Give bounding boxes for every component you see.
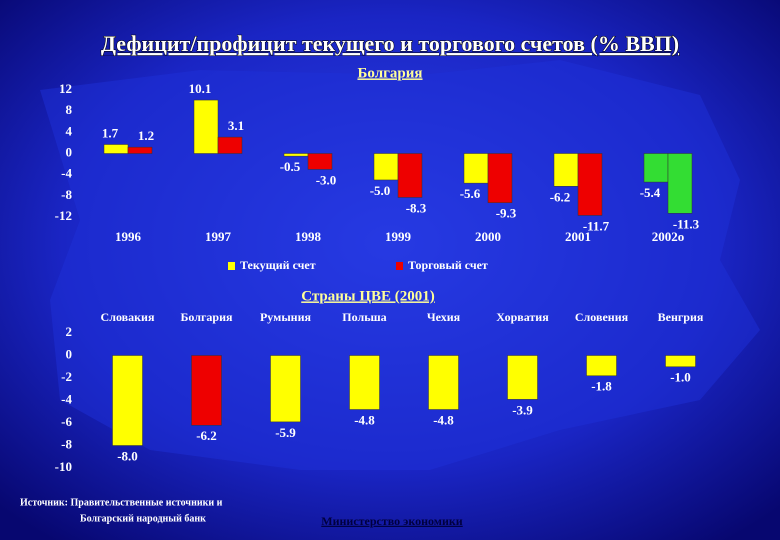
slide-title: Дефицит/профицит текущего и торгового сч… bbox=[101, 31, 679, 56]
bar bbox=[428, 355, 459, 410]
x-tick-label: 1999 bbox=[385, 229, 412, 244]
value-label: -5.0 bbox=[370, 183, 391, 198]
bar bbox=[112, 355, 143, 446]
y-tick-label: -4 bbox=[61, 166, 72, 181]
bar bbox=[373, 153, 399, 181]
bar bbox=[667, 153, 693, 214]
ministry: Министерство экономики bbox=[321, 514, 463, 528]
bar bbox=[665, 355, 696, 367]
bar bbox=[349, 355, 380, 410]
value-label: 1.2 bbox=[138, 128, 154, 143]
value-label: -5.4 bbox=[640, 185, 661, 200]
bar bbox=[586, 355, 617, 376]
bar bbox=[217, 136, 243, 154]
x-tick-label: Чехия bbox=[427, 310, 461, 324]
legend-label: Торговый счет bbox=[408, 258, 488, 272]
value-label: -6.2 bbox=[196, 428, 217, 443]
value-label: -8.3 bbox=[406, 200, 427, 215]
y-tick-label: 2 bbox=[66, 324, 73, 339]
bar bbox=[127, 146, 153, 154]
value-label: -4.8 bbox=[433, 412, 454, 427]
y-tick-label: 0 bbox=[66, 144, 73, 159]
source-line: Болгарский народный банк bbox=[80, 513, 206, 524]
x-tick-label: Словакия bbox=[101, 310, 155, 324]
value-label: -3.9 bbox=[512, 402, 533, 417]
bar bbox=[270, 355, 301, 423]
x-tick-label: 1996 bbox=[115, 229, 142, 244]
bar bbox=[487, 153, 513, 203]
value-label: -1.8 bbox=[591, 379, 612, 394]
value-label: -11.7 bbox=[583, 218, 610, 233]
y-tick-label: 8 bbox=[66, 102, 73, 117]
value-label: 1.7 bbox=[102, 125, 119, 140]
y-tick-label: 4 bbox=[66, 123, 73, 138]
value-label: 10.1 bbox=[189, 81, 212, 96]
y-tick-label: -4 bbox=[61, 391, 72, 406]
value-label: -6.2 bbox=[550, 189, 571, 204]
value-label: -8.0 bbox=[117, 448, 138, 463]
value-label: -5.9 bbox=[275, 425, 296, 440]
x-tick-label: Болгария bbox=[180, 310, 233, 324]
bar bbox=[103, 144, 129, 154]
chart-title: Болгария bbox=[357, 65, 422, 81]
bar bbox=[507, 355, 538, 400]
source-line: Источник: Правительственные источники и bbox=[20, 497, 223, 508]
x-tick-label: 2002о bbox=[652, 229, 685, 244]
legend-swatch bbox=[396, 262, 403, 270]
bar bbox=[191, 355, 222, 426]
y-tick-label: -10 bbox=[55, 459, 72, 474]
y-tick-label: -8 bbox=[61, 187, 72, 202]
bar bbox=[553, 153, 579, 187]
value-label: -5.6 bbox=[460, 186, 481, 201]
chart-title: Страны ЦВЕ (2001) bbox=[301, 288, 435, 304]
legend-swatch bbox=[228, 262, 235, 270]
bar bbox=[307, 153, 333, 170]
value-label: -1.0 bbox=[670, 370, 691, 385]
bar bbox=[643, 153, 669, 183]
x-tick-label: Венгрия bbox=[658, 310, 704, 324]
bar bbox=[463, 153, 489, 184]
y-tick-label: 0 bbox=[66, 346, 73, 361]
bar bbox=[577, 153, 603, 216]
y-tick-label: -12 bbox=[55, 208, 72, 223]
legend-label: Текущий счет bbox=[240, 258, 316, 272]
value-label: -11.3 bbox=[673, 216, 700, 231]
x-tick-label: 1997 bbox=[205, 229, 232, 244]
x-tick-label: 2001 bbox=[565, 229, 591, 244]
value-label: -3.0 bbox=[316, 172, 337, 187]
value-label: -4.8 bbox=[354, 412, 375, 427]
x-tick-label: Румыния bbox=[260, 310, 312, 324]
x-tick-label: 2000 bbox=[475, 229, 501, 244]
value-label: -0.5 bbox=[280, 159, 301, 174]
x-tick-label: Хорватия bbox=[496, 310, 549, 324]
x-tick-label: 1998 bbox=[295, 229, 322, 244]
x-tick-label: Словения bbox=[575, 310, 629, 324]
bar bbox=[193, 99, 219, 154]
y-tick-label: -8 bbox=[61, 436, 72, 451]
x-tick-label: Польша bbox=[342, 310, 386, 324]
value-label: 3.1 bbox=[228, 118, 244, 133]
bar bbox=[397, 153, 423, 198]
value-label: -9.3 bbox=[496, 206, 517, 221]
bar bbox=[283, 153, 309, 157]
y-tick-label: 12 bbox=[59, 81, 72, 96]
y-tick-label: -2 bbox=[61, 369, 72, 384]
y-tick-label: -6 bbox=[61, 414, 72, 429]
